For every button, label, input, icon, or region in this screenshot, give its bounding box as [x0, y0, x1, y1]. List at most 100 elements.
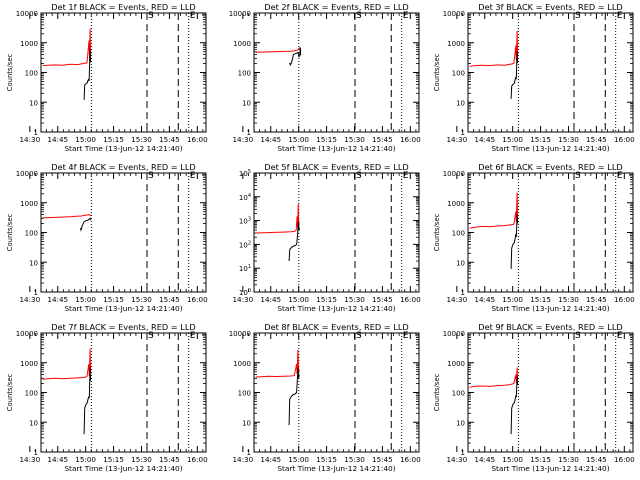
y-tick-label: 1 [34, 129, 38, 137]
y-tick-label: 10000 [229, 10, 251, 18]
x-tick-label: 14:45 [260, 295, 281, 304]
x-axis-label: Start Time (13-Jun-12 14:21:40) [491, 304, 609, 313]
chart-title: Det 6f BLACK = Events, RED = LLD [478, 162, 622, 172]
x-axis-label: Start Time (13-Jun-12 14:21:40) [64, 144, 182, 153]
x-tick-label: 16:00 [400, 295, 421, 304]
event-marker-label: E [403, 11, 409, 21]
chart-title: Det 1f BLACK = Events, RED = LLD [51, 2, 195, 12]
y-tick-label: 10 [29, 259, 38, 267]
x-tick-label: 14:30 [19, 135, 40, 144]
plot-frame [467, 172, 634, 293]
y-tick-label: 1000 [447, 200, 465, 208]
y-tick-label: 10 [242, 99, 251, 107]
x-tick-label: 15:00 [75, 295, 96, 304]
x-axis-label: Start Time (13-Jun-12 14:21:40) [277, 304, 395, 313]
x-tick-label: 15:15 [530, 295, 551, 304]
plot-frame [253, 172, 420, 293]
x-tick-label: 15:00 [288, 295, 309, 304]
x-tick-label: 16:00 [614, 295, 635, 304]
x-axis-label: Start Time (13-Jun-12 14:21:40) [277, 464, 395, 473]
y-tick-label: 10 [242, 419, 251, 427]
y-tick-label: 100 [238, 70, 251, 78]
y-tick-label: 1000 [447, 360, 465, 368]
x-tick-label: 15:45 [372, 295, 393, 304]
chart-title: Det 3f BLACK = Events, RED = LLD [478, 2, 622, 12]
x-tick-label: 14:45 [474, 135, 495, 144]
x-tick-label: 15:00 [75, 135, 96, 144]
event-marker-label: S [356, 11, 362, 21]
event-marker-label: S [356, 171, 362, 181]
chart-title: Det 2f BLACK = Events, RED = LLD [264, 2, 408, 12]
plot-frame [40, 332, 207, 453]
x-tick-label: 14:30 [446, 455, 467, 464]
y-tick-label: 1 [247, 449, 251, 457]
x-tick-label: 14:45 [47, 455, 68, 464]
x-tick-label: 14:30 [19, 455, 40, 464]
y-tick-label: 102 [239, 240, 251, 249]
x-tick-label: 14:45 [47, 295, 68, 304]
series-line-events [79, 217, 92, 232]
event-marker-label: E [190, 331, 196, 341]
x-tick-label: 14:30 [232, 455, 253, 464]
y-axis-label: Counts/sec [433, 54, 441, 92]
x-tick-label: 15:00 [502, 455, 523, 464]
x-tick-label: 15:45 [586, 295, 607, 304]
x-tick-label: 15:15 [103, 135, 124, 144]
y-tick-label: 1 [461, 289, 465, 297]
y-tick-label: 10000 [443, 170, 465, 178]
series-line-events [510, 376, 519, 435]
y-tick-label: 10000 [443, 10, 465, 18]
series-line-events [510, 214, 519, 269]
y-tick-label: 10 [456, 259, 465, 267]
event-marker-label: S [575, 11, 581, 21]
event-marker-label: E [190, 171, 196, 181]
x-tick-label: 15:15 [316, 295, 337, 304]
event-marker-label: E [403, 331, 409, 341]
y-axis-label: Counts/sec [433, 374, 441, 412]
x-tick-label: 15:15 [103, 455, 124, 464]
y-tick-label: 104 [239, 193, 251, 202]
x-tick-label: 15:30 [131, 455, 152, 464]
chart-title: Det 7f BLACK = Events, RED = LLD [51, 322, 195, 332]
event-marker-label: S [575, 171, 581, 181]
y-tick-label: 100 [239, 288, 251, 297]
y-tick-label: 10000 [16, 330, 38, 338]
event-marker-label: E [617, 331, 623, 341]
x-tick-label: 15:15 [530, 455, 551, 464]
x-tick-label: 14:45 [474, 455, 495, 464]
y-tick-label: 1000 [233, 40, 251, 48]
x-tick-label: 16:00 [614, 455, 635, 464]
y-tick-label: 10 [29, 99, 38, 107]
chart-title: Det 8f BLACK = Events, RED = LLD [264, 322, 408, 332]
series-line-lld [255, 349, 300, 378]
x-tick-label: 15:00 [502, 295, 523, 304]
x-tick-label: 14:45 [260, 455, 281, 464]
series-line-lld [469, 367, 519, 388]
y-tick-label: 1 [247, 129, 251, 137]
plot-frame [40, 12, 207, 133]
x-tick-label: 16:00 [614, 135, 635, 144]
x-tick-label: 15:15 [103, 295, 124, 304]
x-axis-label: Start Time (13-Jun-12 14:21:40) [491, 464, 609, 473]
x-tick-label: 16:00 [187, 455, 208, 464]
y-tick-label: 10000 [229, 330, 251, 338]
y-tick-label: 100 [452, 70, 465, 78]
y-axis-label: Counts/sec [6, 54, 14, 92]
y-tick-label: 10 [456, 419, 465, 427]
series-line-events [83, 367, 92, 435]
series-line-lld [469, 192, 519, 229]
x-axis-label: Start Time (13-Jun-12 14:21:40) [491, 144, 609, 153]
y-tick-label: 100 [25, 390, 38, 398]
event-marker-label: E [190, 11, 196, 21]
plot-frame [253, 332, 420, 453]
x-tick-label: 15:45 [586, 135, 607, 144]
event-marker-label: S [575, 331, 581, 341]
y-tick-label: 10000 [16, 170, 38, 178]
x-tick-label: 14:30 [232, 295, 253, 304]
